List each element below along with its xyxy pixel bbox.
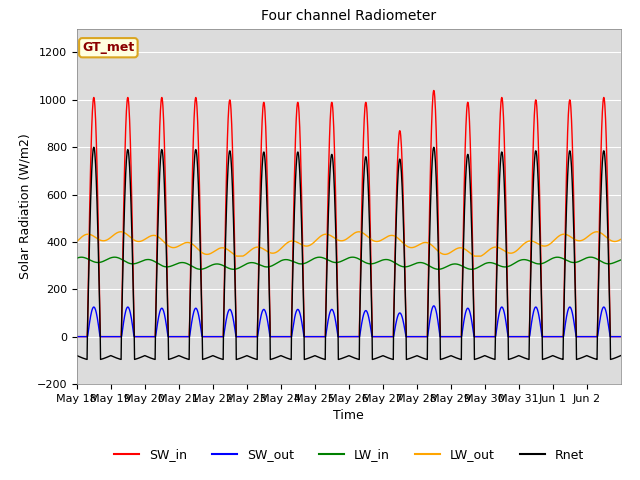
Line: SW_out: SW_out: [77, 306, 621, 336]
SW_in: [73, 334, 81, 339]
Rnet: [232, 357, 240, 362]
SW_out: [477, 334, 485, 339]
LW_out: [335, 238, 343, 243]
SW_in: [158, 95, 166, 100]
Line: SW_in: SW_in: [77, 90, 621, 336]
SW_out: [617, 334, 625, 339]
LW_in: [349, 254, 356, 260]
Line: Rnet: Rnet: [77, 147, 621, 360]
SW_in: [324, 190, 332, 195]
Rnet: [73, 353, 81, 359]
LW_out: [233, 253, 241, 259]
LW_in: [617, 257, 625, 263]
Rnet: [90, 144, 98, 150]
SW_out: [610, 334, 618, 339]
LW_out: [117, 229, 125, 235]
SW_out: [158, 305, 166, 311]
SW_out: [335, 334, 342, 339]
SW_in: [477, 334, 485, 339]
LW_out: [73, 239, 81, 244]
SW_out: [430, 303, 438, 309]
SW_out: [324, 318, 332, 324]
Rnet: [477, 354, 485, 360]
LW_in: [158, 263, 166, 268]
LW_in: [335, 259, 342, 265]
SW_out: [557, 334, 564, 339]
X-axis label: Time: Time: [333, 409, 364, 422]
Rnet: [335, 357, 343, 362]
Y-axis label: Solar Radiation (W/m2): Solar Radiation (W/m2): [18, 133, 31, 279]
SW_in: [430, 87, 438, 93]
LW_out: [617, 237, 625, 242]
LW_in: [468, 266, 476, 272]
LW_in: [73, 255, 81, 261]
Rnet: [158, 148, 166, 154]
SW_out: [73, 334, 81, 339]
Legend: SW_in, SW_out, LW_in, LW_out, Rnet: SW_in, SW_out, LW_in, LW_out, Rnet: [109, 444, 589, 467]
Rnet: [325, 199, 333, 204]
Title: Four channel Radiometer: Four channel Radiometer: [261, 10, 436, 24]
SW_in: [617, 334, 625, 339]
Line: LW_out: LW_out: [77, 232, 621, 256]
LW_out: [557, 232, 565, 238]
LW_out: [611, 239, 618, 244]
LW_in: [477, 263, 485, 268]
Line: LW_in: LW_in: [77, 257, 621, 269]
LW_in: [324, 257, 332, 263]
Rnet: [611, 355, 618, 361]
LW_in: [557, 255, 565, 261]
LW_out: [325, 232, 333, 238]
LW_in: [611, 260, 618, 265]
SW_in: [557, 334, 564, 339]
SW_in: [610, 334, 618, 339]
LW_out: [477, 253, 485, 259]
SW_in: [335, 334, 342, 339]
Rnet: [557, 356, 565, 362]
Rnet: [617, 353, 625, 359]
Text: GT_met: GT_met: [82, 41, 134, 54]
LW_out: [158, 237, 166, 243]
